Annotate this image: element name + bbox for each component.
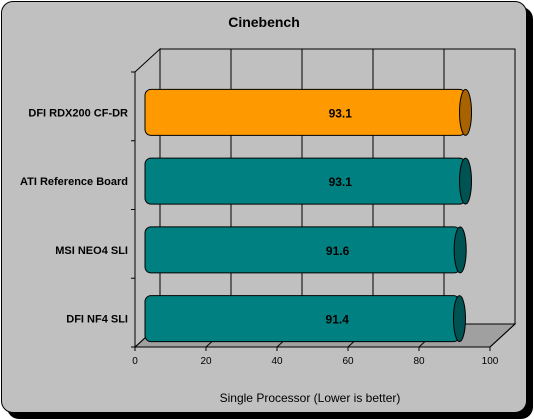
category-label: MSI NEO4 SLI	[55, 245, 128, 257]
bar	[144, 157, 473, 205]
category-labels: DFI RDX200 CF-DR ATI Reference Board MSI N…	[20, 107, 128, 325]
data-labels: 93.1 93.1 91.6 91.4	[326, 106, 353, 326]
data-label: 93.1	[329, 106, 353, 120]
data-label: 91.4	[326, 313, 350, 327]
chart-axes	[131, 71, 491, 351]
bar	[144, 226, 467, 274]
x-tick-label: 20	[200, 356, 212, 367]
category-label: DFI NF4 SLI	[66, 314, 128, 326]
data-label: 93.1	[329, 175, 353, 189]
x-tick-label: 100	[482, 356, 499, 367]
bar	[144, 295, 466, 343]
chart-bars	[144, 88, 473, 343]
category-label: DFI RDX200 CF-DR	[28, 107, 128, 119]
bar	[144, 88, 473, 136]
x-axis-label: Single Processor (Lower is better)	[220, 391, 401, 405]
data-label: 91.6	[326, 244, 350, 258]
floor-gridline	[489, 323, 516, 348]
x-tick-label: 80	[413, 356, 425, 367]
x-tick-label: 40	[271, 356, 283, 367]
chart-title: Cinebench	[228, 14, 300, 30]
tick-labels: 0 20 40 60 80 100	[132, 356, 499, 367]
x-tick-label: 60	[342, 356, 354, 367]
category-label: ATI Reference Board	[20, 176, 128, 188]
x-tick-label: 0	[132, 356, 138, 367]
